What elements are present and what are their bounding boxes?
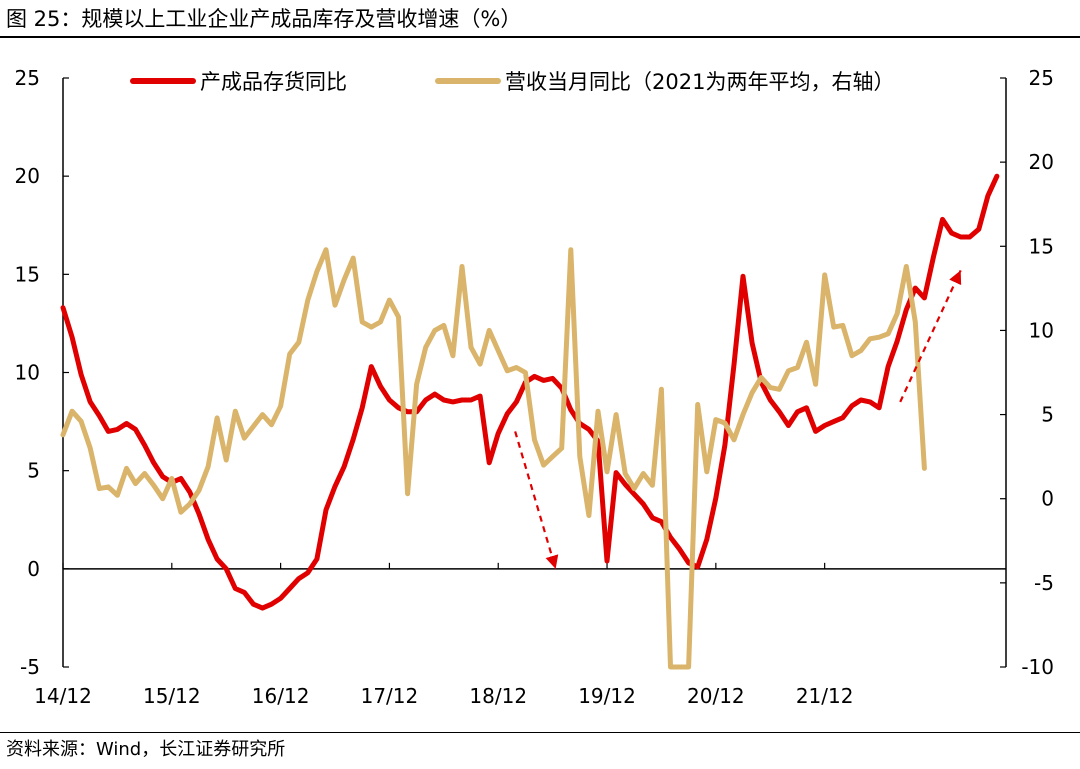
right-tick-label: 25	[1029, 66, 1054, 90]
x-tick-label: 20/12	[687, 684, 745, 708]
right-tick-label: 0	[1041, 487, 1054, 511]
x-tick-label: 21/12	[796, 684, 854, 708]
chart-title: 图 25：规模以上工业企业产成品库存及营收增速（%）	[6, 7, 522, 31]
dual-axis-line-chart: 25 20 15 10 5 0 -5 25 20 15 10 5 0 -5 -10 14/12 15/12 16/…	[15, 66, 1054, 708]
footer-divider	[0, 732, 1080, 733]
left-tick-label: -5	[20, 655, 40, 679]
axes-layer: 25 20 15 10 5 0 -5 25 20 15 10 5 0 -5 -10 14/12 15/12 16/…	[15, 66, 1054, 708]
title-divider	[0, 36, 1080, 38]
right-tick-label: 20	[1029, 150, 1054, 174]
x-tick-label: 19/12	[578, 684, 636, 708]
right-tick-label: 10	[1029, 318, 1054, 342]
right-tick-label: 15	[1029, 234, 1054, 258]
legend-label-revenue: 营收当月同比（2021为两年平均，右轴）	[505, 70, 894, 94]
legend: 产成品存货同比 营收当月同比（2021为两年平均，右轴）	[130, 70, 894, 94]
series-line-revenue	[60, 247, 927, 670]
x-tick-label: 16/12	[252, 684, 310, 708]
trend-arrow-up	[899, 269, 962, 403]
left-tick-label: 15	[15, 262, 40, 286]
source-note: 资料来源：Wind，长江证券研究所	[6, 739, 286, 760]
right-tick-label: 5	[1041, 403, 1054, 427]
x-tick-label: 17/12	[361, 684, 419, 708]
left-tick-label: 0	[27, 557, 40, 581]
x-tick-label: 18/12	[469, 684, 527, 708]
trend-arrow-down	[514, 431, 559, 570]
x-tick-label: 14/12	[34, 684, 92, 708]
left-tick-label: 25	[15, 66, 40, 90]
annotation-layer	[514, 269, 962, 570]
left-tick-label: 20	[15, 164, 40, 188]
right-tick-label: -10	[1021, 655, 1054, 679]
legend-label-inventory: 产成品存货同比	[200, 70, 347, 94]
series-line-inventory	[60, 173, 1000, 611]
right-tick-label: -5	[1034, 571, 1054, 595]
series-layer	[60, 173, 1000, 670]
left-tick-label: 5	[27, 459, 40, 483]
x-tick-label: 15/12	[143, 684, 201, 708]
left-tick-label: 10	[15, 361, 40, 385]
